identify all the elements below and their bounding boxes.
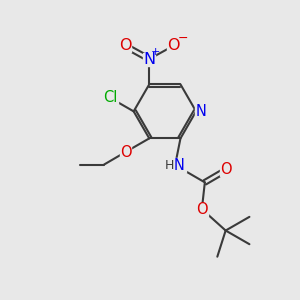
Bar <box>119 146 131 158</box>
Bar <box>196 202 208 216</box>
Text: O: O <box>118 38 131 53</box>
Text: O: O <box>120 145 131 160</box>
Text: −: − <box>177 32 188 45</box>
Bar <box>167 39 180 52</box>
Text: Cl: Cl <box>103 90 117 105</box>
Text: O: O <box>196 202 208 217</box>
Text: N: N <box>143 52 155 67</box>
Text: O: O <box>167 38 180 53</box>
Text: O: O <box>220 162 232 177</box>
Bar <box>143 52 155 66</box>
Bar <box>220 164 232 176</box>
Bar <box>118 39 131 52</box>
Bar <box>164 158 186 172</box>
Text: N: N <box>196 104 207 119</box>
Bar <box>195 105 208 118</box>
Text: H: H <box>165 159 175 172</box>
Text: N: N <box>173 158 184 172</box>
Bar <box>102 91 118 104</box>
Text: +: + <box>151 46 160 57</box>
